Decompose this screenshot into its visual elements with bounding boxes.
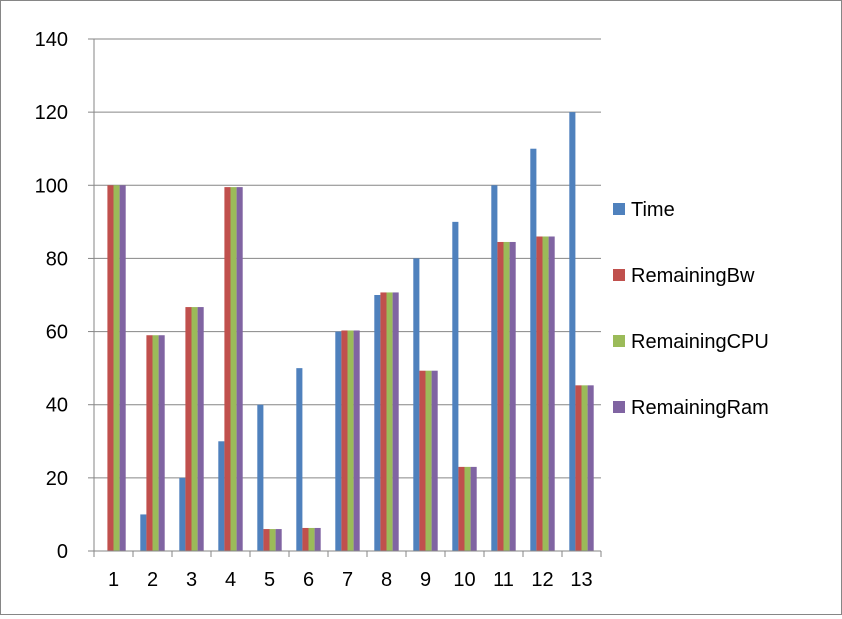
bar-remainingcpu-12 xyxy=(542,236,549,552)
bar-remainingcpu-9 xyxy=(425,370,432,551)
bar-remainingbw-2 xyxy=(146,335,153,551)
x-tick-label: 7 xyxy=(342,569,353,591)
bar-remainingcpu-4 xyxy=(230,187,237,552)
bar-time-5 xyxy=(257,404,264,551)
bar-time-8 xyxy=(374,295,381,551)
bar-remainingram-11 xyxy=(509,241,516,551)
y-tick-label: 120 xyxy=(35,102,68,124)
legend-swatch xyxy=(613,335,625,347)
bar-remainingbw-4 xyxy=(224,187,231,552)
bar-remainingram-8 xyxy=(392,292,399,551)
bar-remainingcpu-10 xyxy=(464,466,471,551)
bar-remainingbw-7 xyxy=(341,330,348,551)
y-tick-labels: 0 20 40 60 80 100 120 140 xyxy=(35,29,68,563)
legend-swatch xyxy=(613,401,625,413)
bar-time-13 xyxy=(569,112,576,551)
y-tick-label: 0 xyxy=(57,541,68,563)
legend-swatch xyxy=(613,203,625,215)
bar-remainingbw-10 xyxy=(458,466,465,551)
bars xyxy=(107,112,594,552)
x-tick-label: 1 xyxy=(108,569,119,591)
bar-remainingbw-8 xyxy=(380,292,387,551)
bar-time-6 xyxy=(296,368,303,551)
axes xyxy=(88,38,602,557)
legend-item-time: Time xyxy=(613,199,675,221)
y-tick-label: 80 xyxy=(46,248,68,270)
bar-remainingcpu-6 xyxy=(308,527,315,551)
legend: Time RemainingBw RemainingCPU RemainingRam xyxy=(613,199,769,419)
y-tick-label: 100 xyxy=(35,175,68,197)
x-tick-label: 10 xyxy=(453,569,475,591)
legend-label: RemainingBw xyxy=(631,265,755,287)
x-tick-label: 13 xyxy=(570,569,592,591)
x-tick-label: 9 xyxy=(420,569,431,591)
x-tick-labels: 1 2 3 4 5 6 7 8 9 10 11 12 13 xyxy=(108,569,593,591)
legend-item-remainingram: RemainingRam xyxy=(613,397,769,419)
legend-item-remainingbw: RemainingBw xyxy=(613,265,755,287)
legend-label: Time xyxy=(631,199,675,221)
bar-remainingbw-12 xyxy=(536,236,543,552)
bar-remainingram-2 xyxy=(158,335,165,551)
legend-item-remainingcpu: RemainingCPU xyxy=(613,331,769,353)
x-tick-label: 4 xyxy=(225,569,236,591)
x-tick-label: 11 xyxy=(493,569,514,591)
bar-remainingbw-6 xyxy=(302,527,309,551)
bar-remainingcpu-13 xyxy=(581,385,588,551)
bar-remainingram-4 xyxy=(236,187,243,552)
bar-remainingcpu-3 xyxy=(191,307,198,551)
bar-remainingram-3 xyxy=(197,307,204,551)
bar-remainingcpu-11 xyxy=(503,241,510,551)
bar-remainingcpu-7 xyxy=(347,330,354,551)
legend-swatch xyxy=(613,269,625,281)
bar-remainingram-5 xyxy=(275,529,282,551)
bar-remainingram-6 xyxy=(314,527,321,551)
x-tick-label: 3 xyxy=(186,569,197,591)
bar-time-9 xyxy=(413,258,420,551)
bar-remainingbw-3 xyxy=(185,307,192,551)
bar-remainingcpu-1 xyxy=(113,185,120,552)
bar-time-7 xyxy=(335,331,342,551)
bar-time-10 xyxy=(452,221,459,552)
bar-remainingbw-5 xyxy=(263,529,270,551)
x-tick-label: 6 xyxy=(303,569,314,591)
y-tick-label: 60 xyxy=(46,322,68,344)
bar-time-4 xyxy=(218,441,225,551)
bar-time-3 xyxy=(179,477,186,551)
y-tick-label: 40 xyxy=(46,395,68,417)
bar-time-11 xyxy=(491,185,498,552)
x-tick-label: 12 xyxy=(531,569,553,591)
bar-remainingram-1 xyxy=(119,185,126,552)
bar-remainingbw-1 xyxy=(107,185,114,552)
bar-remainingcpu-5 xyxy=(269,529,276,551)
y-tick-label: 140 xyxy=(35,29,68,51)
bar-remainingbw-11 xyxy=(497,241,504,551)
bar-remainingram-7 xyxy=(353,330,360,551)
bar-remainingram-10 xyxy=(470,466,477,551)
legend-label: RemainingRam xyxy=(631,397,769,419)
x-tick-label: 5 xyxy=(264,569,275,591)
bar-remainingbw-9 xyxy=(419,370,426,551)
x-tick-label: 2 xyxy=(147,569,158,591)
bar-time-2 xyxy=(140,514,147,551)
bar-remainingram-9 xyxy=(431,370,438,551)
bar-remainingbw-13 xyxy=(575,385,582,551)
legend-label: RemainingCPU xyxy=(631,331,769,353)
bar-remainingcpu-8 xyxy=(386,292,393,551)
bar-remainingram-12 xyxy=(548,236,555,552)
y-tick-label: 20 xyxy=(46,468,68,490)
x-tick-label: 8 xyxy=(381,569,392,591)
bar-remainingcpu-2 xyxy=(152,335,159,551)
bar-time-12 xyxy=(530,148,537,551)
bar-remainingram-13 xyxy=(587,385,594,551)
